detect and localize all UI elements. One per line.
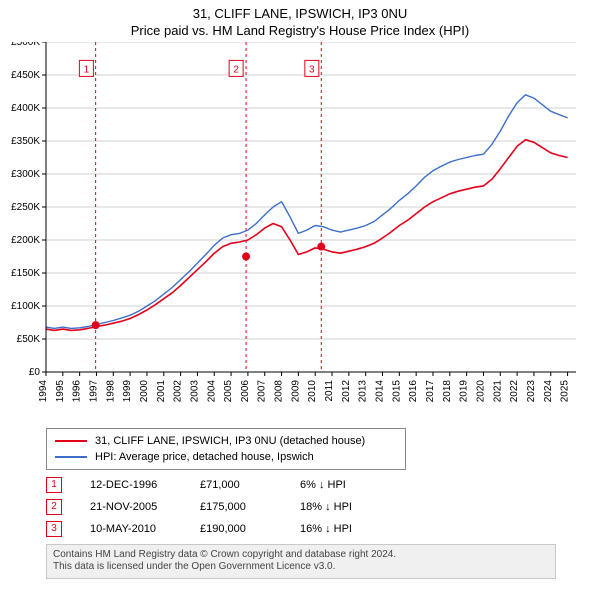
svg-text:2018: 2018 — [442, 379, 453, 402]
legend-label-property: 31, CLIFF LANE, IPSWICH, IP3 0NU (detach… — [95, 435, 365, 447]
transactions-table: 1 12-DEC-1996 £71,000 6% ↓ HPI 2 21-NOV-… — [46, 474, 600, 540]
transaction-hpi-3: 16% ↓ HPI — [300, 523, 400, 535]
legend-swatch-hpi — [55, 456, 87, 458]
svg-text:£450K: £450K — [11, 70, 40, 81]
svg-text:1994: 1994 — [38, 379, 49, 402]
svg-text:2020: 2020 — [475, 379, 486, 402]
svg-text:2021: 2021 — [492, 379, 503, 402]
transaction-marker-3-num: 3 — [51, 523, 57, 534]
svg-text:2019: 2019 — [459, 379, 470, 402]
attribution-line-1: Contains HM Land Registry data © Crown c… — [53, 549, 549, 562]
svg-text:2017: 2017 — [425, 379, 436, 402]
chart-area: 1 2 3 £0 £50K £100K £150K £200K £250K £300K £350K £… — [0, 42, 600, 422]
transaction-marker-3: 3 — [46, 521, 62, 537]
svg-text:£50K: £50K — [17, 334, 41, 345]
chart-svg: 1 2 3 £0 £50K £100K £150K £200K £250K £300K £350K £… — [0, 42, 600, 422]
svg-text:£200K: £200K — [11, 235, 40, 246]
svg-text:2007: 2007 — [257, 379, 268, 402]
transaction-price-3: £190,000 — [200, 523, 300, 535]
svg-text:2002: 2002 — [173, 379, 184, 402]
svg-text:2005: 2005 — [223, 379, 234, 402]
svg-text:2022: 2022 — [509, 379, 520, 402]
svg-text:2023: 2023 — [526, 379, 537, 402]
svg-text:1995: 1995 — [55, 379, 66, 402]
svg-text:2: 2 — [233, 64, 239, 75]
attribution-line-2: This data is licensed under the Open Gov… — [53, 561, 549, 574]
transaction-hpi-1: 6% ↓ HPI — [300, 479, 400, 491]
transaction-price-2: £175,000 — [200, 501, 300, 513]
svg-text:2004: 2004 — [206, 379, 217, 402]
svg-text:£350K: £350K — [11, 136, 40, 147]
transaction-row-1: 1 12-DEC-1996 £71,000 6% ↓ HPI — [46, 474, 600, 496]
svg-text:1999: 1999 — [122, 379, 133, 402]
svg-text:1997: 1997 — [88, 379, 99, 402]
svg-text:2025: 2025 — [560, 379, 571, 402]
svg-text:1998: 1998 — [105, 379, 116, 402]
transaction-row-3: 3 10-MAY-2010 £190,000 16% ↓ HPI — [46, 518, 600, 540]
chart-container: 31, CLIFF LANE, IPSWICH, IP3 0NU Price p… — [0, 0, 600, 590]
transaction-date-2: 21-NOV-2005 — [90, 501, 200, 513]
svg-text:2016: 2016 — [408, 379, 419, 402]
svg-text:2011: 2011 — [324, 379, 335, 401]
svg-text:2024: 2024 — [543, 379, 554, 402]
legend-item-hpi: HPI: Average price, detached house, Ipsw… — [55, 449, 397, 465]
svg-text:£100K: £100K — [11, 301, 40, 312]
transaction-date-1: 12-DEC-1996 — [90, 479, 200, 491]
svg-text:2001: 2001 — [156, 379, 167, 402]
transaction-marker-2: 2 — [46, 499, 62, 515]
svg-text:2013: 2013 — [358, 379, 369, 402]
svg-text:£400K: £400K — [11, 103, 40, 114]
svg-text:2009: 2009 — [290, 379, 301, 402]
transaction-marker-1-num: 1 — [51, 479, 57, 490]
transaction-date-3: 10-MAY-2010 — [90, 523, 200, 535]
transaction-marker-2-num: 2 — [51, 501, 57, 512]
title-block: 31, CLIFF LANE, IPSWICH, IP3 0NU Price p… — [0, 0, 600, 42]
svg-text:1: 1 — [84, 64, 90, 75]
svg-text:2014: 2014 — [375, 379, 386, 402]
svg-text:£500K: £500K — [11, 42, 40, 48]
title-line-1: 31, CLIFF LANE, IPSWICH, IP3 0NU — [0, 6, 600, 23]
svg-text:2003: 2003 — [189, 379, 200, 402]
svg-text:£150K: £150K — [11, 268, 40, 279]
svg-text:2008: 2008 — [274, 379, 285, 402]
legend-item-property: 31, CLIFF LANE, IPSWICH, IP3 0NU (detach… — [55, 433, 397, 449]
transaction-row-2: 2 21-NOV-2005 £175,000 18% ↓ HPI — [46, 496, 600, 518]
svg-text:£300K: £300K — [11, 169, 40, 180]
title-line-2: Price paid vs. HM Land Registry's House … — [0, 23, 600, 40]
svg-text:£250K: £250K — [11, 202, 40, 213]
transaction-price-1: £71,000 — [200, 479, 300, 491]
transaction-marker-1: 1 — [46, 477, 62, 493]
legend-swatch-property — [55, 440, 87, 442]
attribution-box: Contains HM Land Registry data © Crown c… — [46, 544, 556, 579]
svg-text:3: 3 — [309, 64, 315, 75]
transaction-hpi-2: 18% ↓ HPI — [300, 501, 400, 513]
svg-text:1996: 1996 — [72, 379, 83, 402]
svg-text:2006: 2006 — [240, 379, 251, 402]
svg-text:£0: £0 — [29, 367, 41, 378]
svg-text:2010: 2010 — [307, 379, 318, 402]
svg-text:2000: 2000 — [139, 379, 150, 402]
svg-text:2015: 2015 — [391, 379, 402, 402]
legend: 31, CLIFF LANE, IPSWICH, IP3 0NU (detach… — [46, 428, 406, 470]
svg-text:2012: 2012 — [341, 379, 352, 402]
legend-label-hpi: HPI: Average price, detached house, Ipsw… — [95, 451, 314, 463]
